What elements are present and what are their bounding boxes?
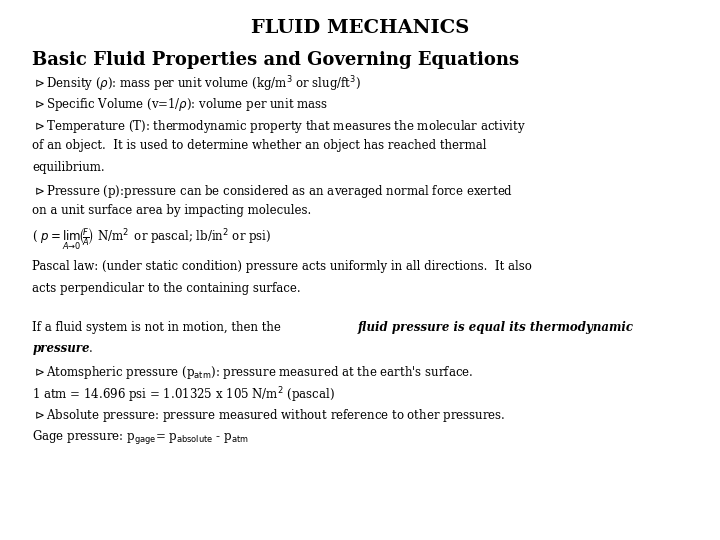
Text: $\vartriangleright$Temperature (T): thermodynamic property that measures the mol: $\vartriangleright$Temperature (T): ther… — [32, 118, 526, 134]
Text: acts perpendicular to the containing surface.: acts perpendicular to the containing sur… — [32, 282, 301, 295]
Text: $\vartriangleright$Specific Volume (v=1/$\rho$): volume per unit mass: $\vartriangleright$Specific Volume (v=1/… — [32, 96, 328, 113]
Text: equilibrium.: equilibrium. — [32, 161, 105, 174]
Text: Pascal law: (under static condition) pressure acts uniformly in all directions. : Pascal law: (under static condition) pre… — [32, 260, 532, 273]
Text: pressure: pressure — [32, 342, 90, 355]
Text: 1 atm = 14.696 psi = 1.01325 x 105 N/m$^2$ (pascal): 1 atm = 14.696 psi = 1.01325 x 105 N/m$^… — [32, 386, 335, 405]
Text: If a fluid system is not in motion, then the: If a fluid system is not in motion, then… — [32, 321, 285, 334]
Text: $\vartriangleright$Atomspheric pressure (p$_{\rm atm}$): pressure measured at th: $\vartriangleright$Atomspheric pressure … — [32, 364, 474, 381]
Text: .: . — [89, 342, 92, 355]
Text: FLUID MECHANICS: FLUID MECHANICS — [251, 19, 469, 37]
Text: ( $p=\lim_{A\to 0}\!\left(\!\frac{F}{A}\!\right)$ N/m$^2$ or pascal; lb/in$^2$ o: ( $p=\lim_{A\to 0}\!\left(\!\frac{F}{A}\… — [32, 226, 272, 251]
Text: $\vartriangleright$Density ($\rho$): mass per unit volume (kg/m$^3$ or slug/ft$^: $\vartriangleright$Density ($\rho$): mas… — [32, 75, 361, 94]
Text: Gage pressure: p$_{\rm gage}$= p$_{\rm absolute}$ - p$_{\rm atm}$: Gage pressure: p$_{\rm gage}$= p$_{\rm a… — [32, 429, 249, 447]
Text: $\vartriangleright$Pressure (p):pressure can be considered as an averaged normal: $\vartriangleright$Pressure (p):pressure… — [32, 183, 513, 199]
Text: $\vartriangleright$Absolute pressure: pressure measured without reference to oth: $\vartriangleright$Absolute pressure: pr… — [32, 407, 506, 424]
Text: of an object.  It is used to determine whether an object has reached thermal: of an object. It is used to determine wh… — [32, 139, 487, 152]
Text: fluid pressure is equal its thermodynamic: fluid pressure is equal its thermodynami… — [358, 321, 634, 334]
Text: on a unit surface area by impacting molecules.: on a unit surface area by impacting mole… — [32, 204, 312, 217]
Text: Basic Fluid Properties and Governing Equations: Basic Fluid Properties and Governing Equ… — [32, 51, 520, 69]
